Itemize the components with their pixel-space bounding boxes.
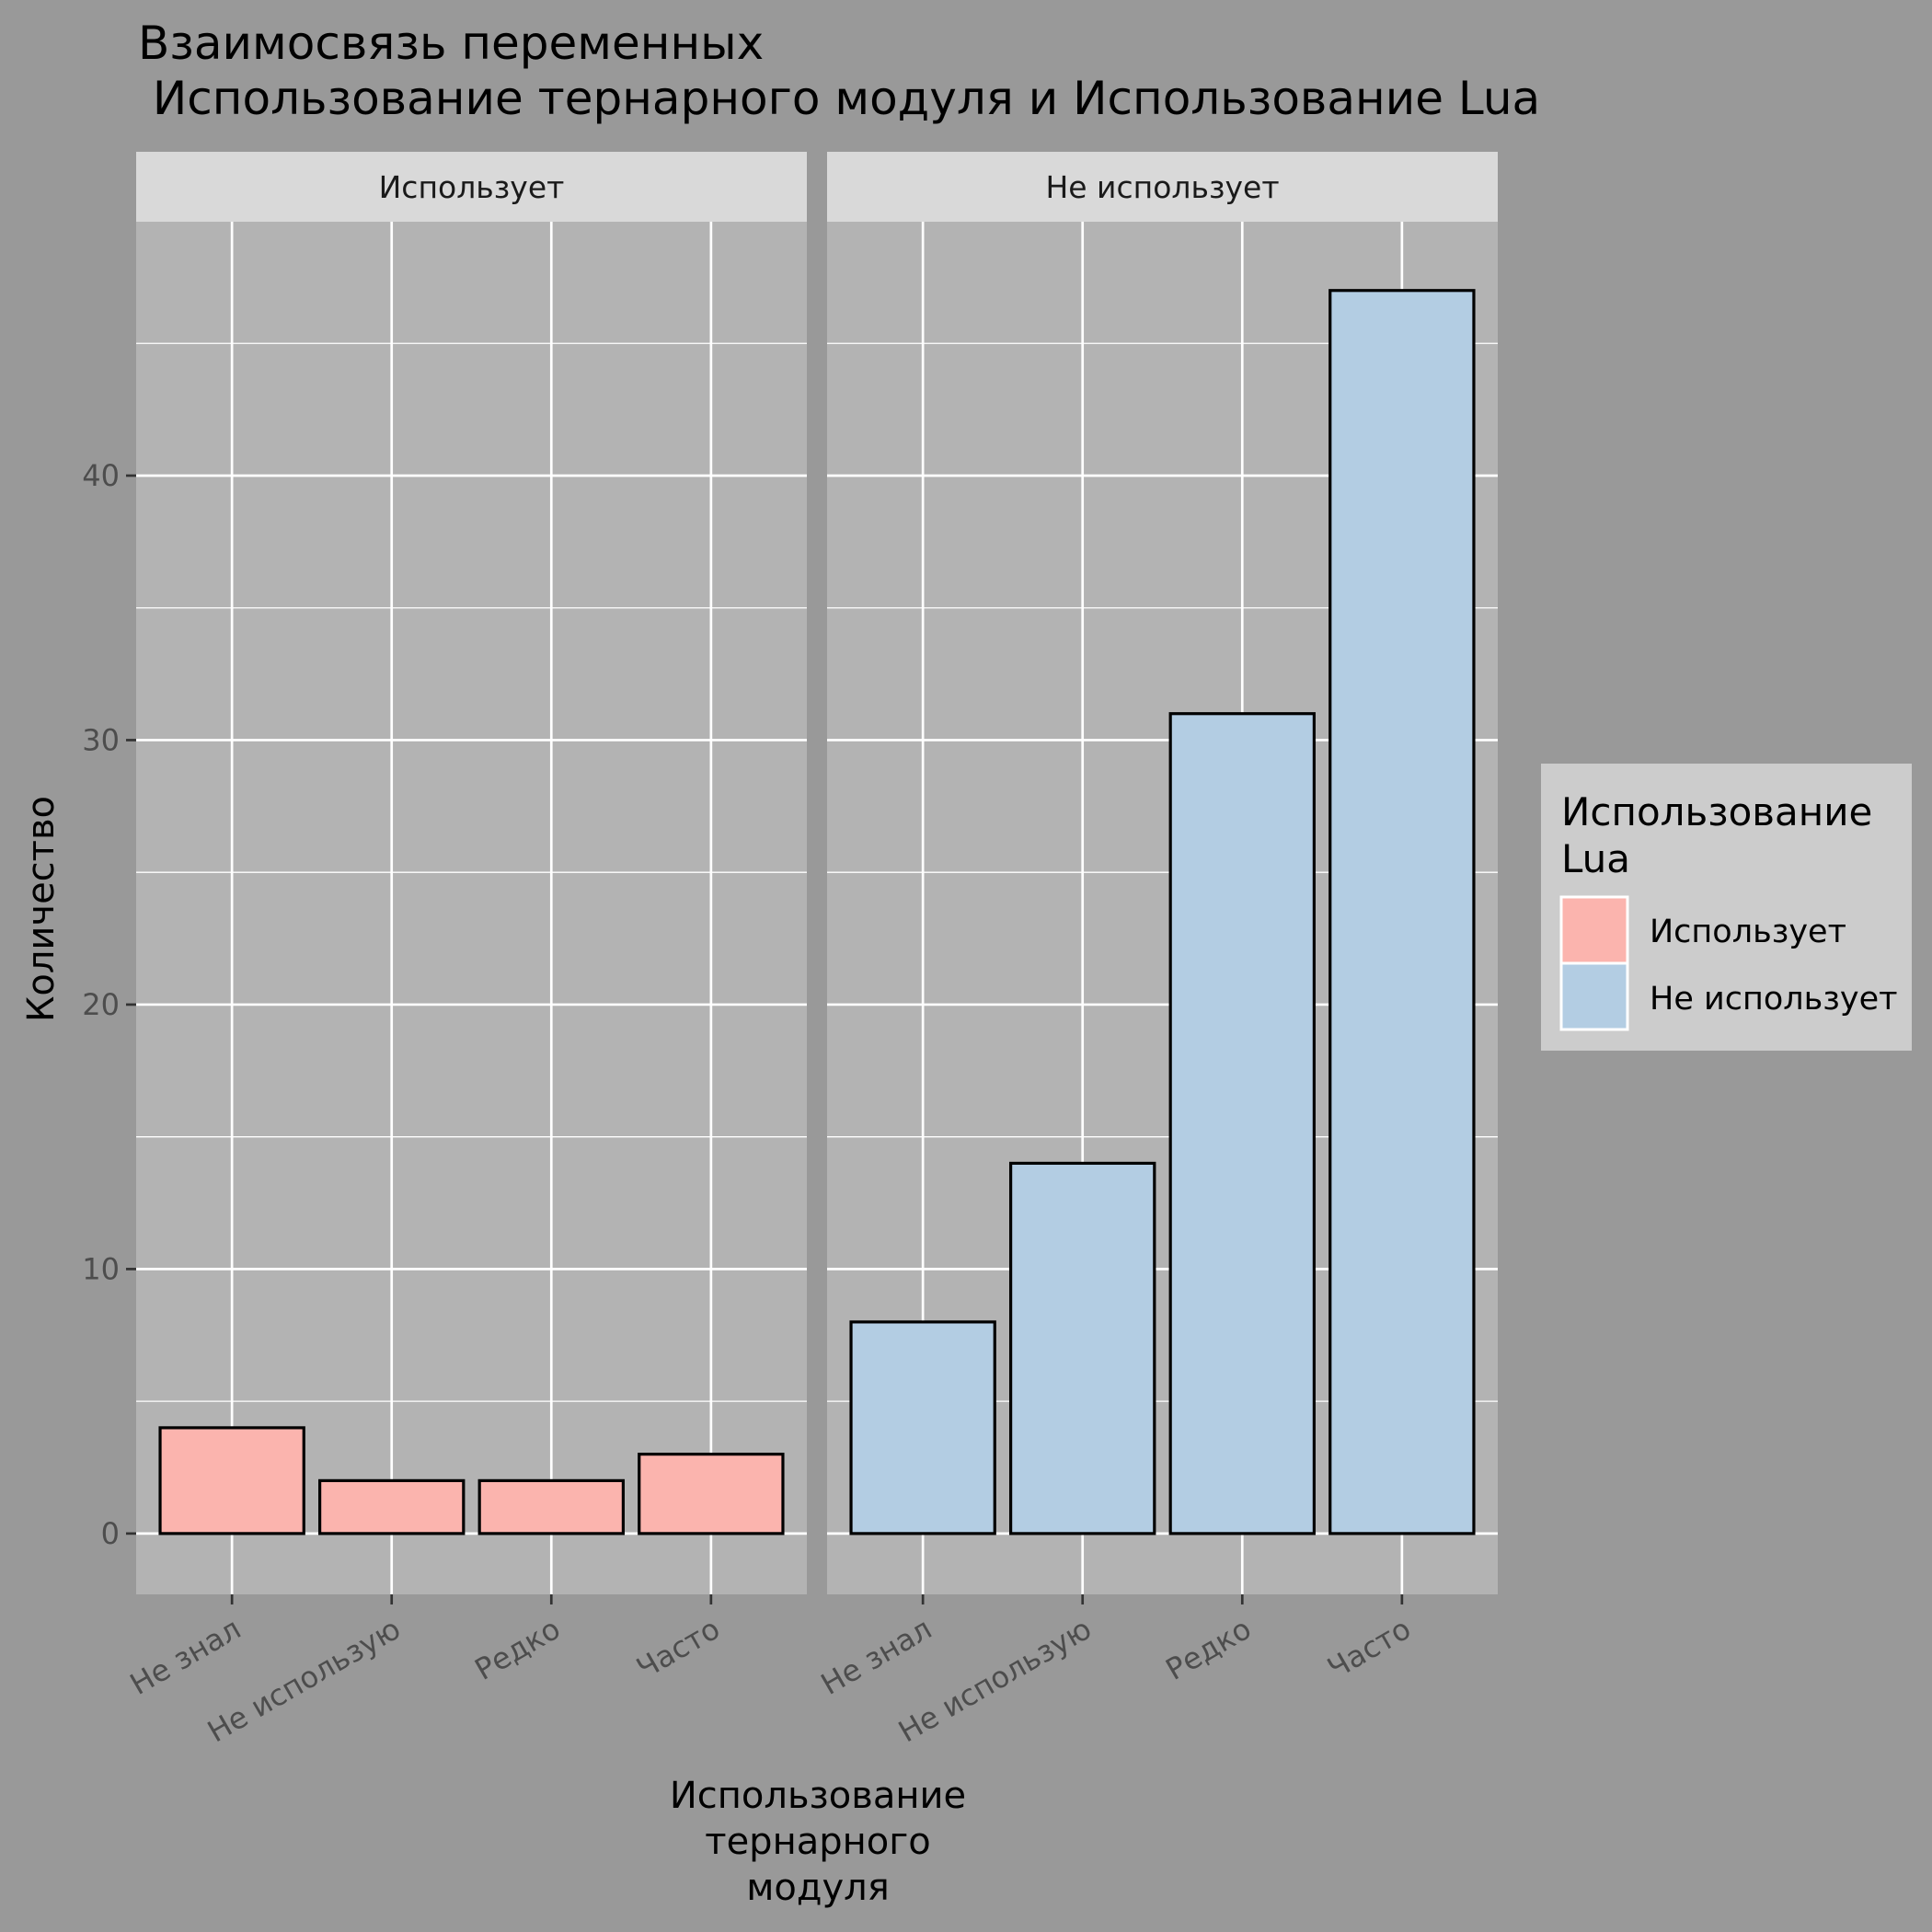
x-axis-title-line-3: модуля [746,1867,890,1909]
x-axis-title-line-2: тернарного [705,1821,930,1863]
y-tick-label-20: 20 [82,987,120,1022]
bar-1-3 [1328,289,1476,1535]
legend-label-0: Использует [1650,914,1846,950]
bar-1-1 [1009,1161,1156,1535]
y-tick-label-30: 30 [82,722,120,757]
y-tick-label-0: 0 [101,1516,120,1551]
x-tick-label-1-3: Часто [1322,1611,1417,1686]
bar-0-1 [318,1478,466,1535]
y-axis: 0 10 20 30 40 [82,458,136,1551]
facet-strip-label-0: Использует [379,169,565,205]
facet-panel-1: Не использует [827,152,1498,1594]
legend-title-line-2: Lua [1561,836,1630,881]
panel-background-0 [136,222,807,1594]
legend: Использование Lua Использует Не использу… [1541,764,1912,1051]
legend-title-line-1: Использование [1561,789,1872,834]
x-tick-label-0-2: Редко [469,1611,567,1687]
bar-1-2 [1168,712,1316,1535]
y-tick-label-40: 40 [82,458,120,493]
chart-title: Взаимосвязь переменных Использование тер… [138,17,1540,125]
x-tick-label-1-2: Редко [1160,1611,1258,1687]
x-tick-label-0-0: Не знал [124,1611,247,1702]
y-tick-label-10: 10 [82,1251,120,1286]
facet-panels: Использует Не использует [136,152,1498,1594]
x-tick-label-1-0: Не знал [815,1611,937,1702]
x-tick-label-0-3: Часто [631,1611,726,1686]
legend-key-1 [1559,961,1629,1031]
facet-strip-label-1: Не использует [1045,169,1279,205]
x-axis-title: Использование тернарного модуля [670,1775,966,1909]
legend-key-0 [1559,895,1629,965]
x-axis-title-line-1: Использование [670,1775,966,1817]
chart-title-line-2: Использование тернарного модуля и Исполь… [138,72,1540,125]
legend-label-1: Не использует [1650,981,1898,1018]
facet-strip-0 [136,152,807,222]
facet-panel-0: Использует [136,152,807,1594]
facet-strip-1 [827,152,1498,222]
bar-0-0 [158,1426,305,1535]
y-axis-title: Количество [20,796,63,1022]
chart-title-line-1: Взаимосвязь переменных [138,17,764,70]
bar-1-0 [849,1320,996,1535]
bar-0-3 [638,1453,785,1535]
bar-0-2 [477,1478,625,1535]
